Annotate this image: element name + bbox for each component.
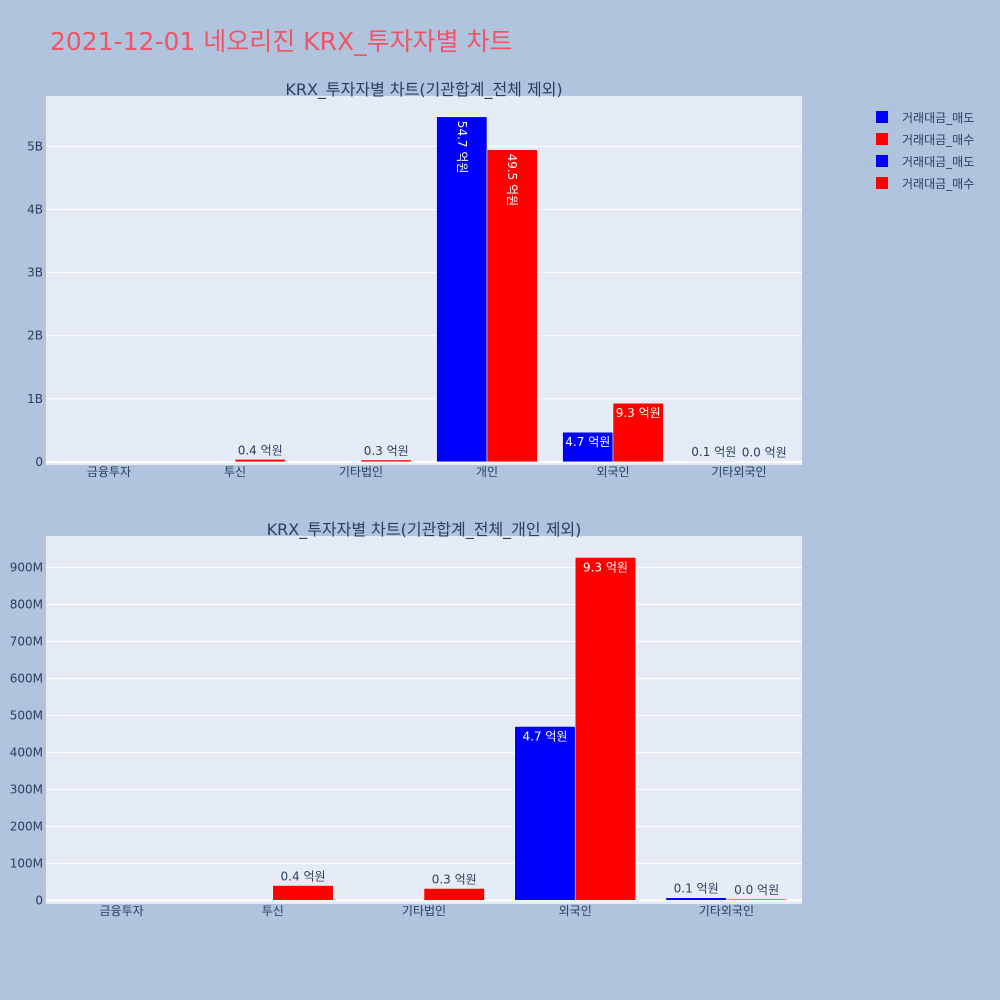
y-tick-label: 3B	[27, 266, 43, 280]
y-tick-label: 0	[35, 455, 43, 469]
legend-label: 거래대금_매수	[902, 176, 975, 191]
bar	[272, 885, 334, 901]
data-label: 0.3 억원	[432, 872, 477, 886]
data-label: 0.3 억원	[364, 444, 409, 458]
y-tick-label: 1B	[27, 392, 43, 406]
bar	[514, 726, 576, 901]
y-tick-label: 500M	[10, 708, 43, 722]
y-tick-label: 800M	[10, 597, 43, 611]
y-tick-label: 300M	[10, 782, 43, 796]
y-tick-label: 900M	[10, 560, 43, 574]
legend-swatch	[876, 177, 888, 189]
legend-label: 거래대금_매도	[902, 154, 975, 169]
chart-title: KRX_투자자별 차트(기관합계_전체 제외)	[285, 80, 562, 100]
y-tick-label: 600M	[10, 671, 43, 685]
x-tick-label: 금융투자	[100, 904, 144, 918]
bar	[562, 431, 614, 463]
y-tick-label: 5B	[27, 139, 43, 153]
legend-label: 거래대금_매도	[902, 110, 975, 125]
legend: 거래대금_매도 거래대금_매수 거래대금_매도 거래대금_매수	[876, 106, 974, 194]
data-label: 0.4 억원	[238, 443, 283, 457]
x-tick-label: 기타법인	[339, 465, 383, 479]
y-tick-label: 200M	[10, 819, 43, 833]
bar	[688, 460, 740, 463]
data-label: 9.3 억원	[583, 560, 628, 574]
bar	[360, 459, 412, 463]
x-tick-label: 기타법인	[402, 904, 446, 918]
x-tick-label: 개인	[476, 465, 498, 479]
bar	[486, 149, 538, 463]
data-label: 0.0 억원	[734, 883, 779, 897]
x-tick-label: 외국인	[596, 465, 629, 479]
y-tick-label: 700M	[10, 634, 43, 648]
data-label: 4.7 억원	[565, 435, 610, 449]
legend-swatch	[876, 111, 888, 123]
data-label: 0.1 억원	[674, 882, 719, 896]
data-label: 0.0 억원	[742, 446, 787, 460]
x-tick-label: 투신	[262, 904, 284, 918]
legend-item[interactable]: 거래대금_매수	[876, 172, 974, 194]
data-label: 4.7 억원	[522, 729, 567, 743]
data-label: 9.3 억원	[616, 406, 661, 420]
legend-swatch	[876, 155, 888, 167]
x-tick-label: 외국인	[559, 904, 592, 918]
bar	[726, 898, 788, 901]
y-tick-label: 0	[35, 893, 43, 907]
data-label: 54.7 억원	[455, 121, 469, 174]
y-tick-label: 100M	[10, 856, 43, 870]
legend-item[interactable]: 거래대금_매수	[876, 128, 974, 150]
bar	[574, 557, 636, 901]
bar	[423, 888, 485, 901]
bar	[234, 459, 286, 463]
x-tick-label: 투신	[224, 465, 246, 479]
legend-label: 거래대금_매수	[902, 132, 975, 147]
x-tick-label: 기타외국인	[711, 465, 766, 479]
bar	[665, 897, 727, 901]
x-tick-label: 금융투자	[87, 465, 131, 479]
chart-title: KRX_투자자별 차트(기관합계_전체_개인 제외)	[267, 520, 582, 540]
page-title: 2021-12-01 네오리진 KRX_투자자별 차트	[50, 27, 513, 56]
data-label: 0.4 억원	[281, 870, 326, 884]
data-label: 49.5 억원	[505, 154, 519, 207]
plot-area	[46, 96, 802, 465]
bar	[612, 402, 664, 463]
plot-area	[46, 536, 802, 904]
legend-item[interactable]: 거래대금_매도	[876, 150, 974, 172]
data-label: 0.1 억원	[691, 445, 736, 459]
x-tick-label: 기타외국인	[699, 904, 754, 918]
y-tick-label: 4B	[27, 203, 43, 217]
legend-swatch	[876, 133, 888, 145]
y-tick-label: 2B	[27, 329, 43, 343]
y-tick-label: 400M	[10, 745, 43, 759]
legend-item[interactable]: 거래대금_매도	[876, 106, 974, 128]
